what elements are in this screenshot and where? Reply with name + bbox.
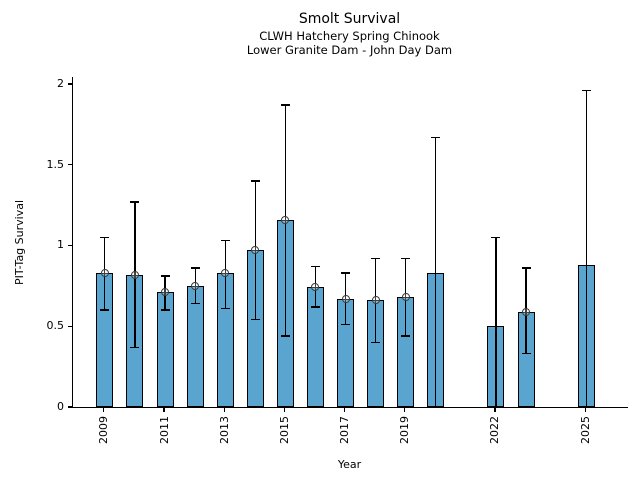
data-point-marker-2010: [130, 270, 139, 279]
error-line-2020: [435, 137, 437, 407]
data-point-marker-2018: [371, 296, 380, 305]
x-tick-mark: [283, 408, 285, 413]
data-point-marker-2017: [341, 294, 350, 303]
error-line-2022: [495, 237, 497, 407]
y-tick-mark: [68, 83, 72, 85]
error-cap-bottom-2015: [280, 335, 290, 337]
x-tick-mark: [163, 408, 165, 413]
plot-area: [72, 77, 628, 408]
y-tick-mark: [68, 164, 72, 166]
error-cap-top-2017: [341, 272, 351, 274]
data-point-marker-2019: [401, 293, 410, 302]
x-tick-label: 2019: [398, 416, 412, 444]
x-tick-mark: [494, 408, 496, 413]
error-cap-top-2014: [250, 180, 260, 182]
x-tick-mark: [343, 408, 346, 413]
error-cap-top-2010: [130, 201, 140, 203]
error-cap-top-2020: [431, 136, 441, 138]
error-cap-bottom-2023: [521, 352, 531, 355]
data-point-marker-2016: [311, 283, 320, 292]
data-point-marker-2009: [100, 268, 109, 277]
data-point-marker-2013: [221, 268, 230, 277]
error-cap-top-2022: [491, 236, 501, 239]
y-tick-mark: [68, 406, 72, 408]
chart-subtitle-line1: CLWH Hatchery Spring Chinook: [259, 29, 440, 43]
error-cap-bottom-2012: [190, 302, 200, 305]
y-tick-label: 2: [57, 76, 64, 90]
x-tick-mark: [404, 408, 406, 413]
error-cap-top-2016: [310, 265, 320, 268]
data-point-marker-2014: [251, 246, 260, 255]
data-point-marker-2012: [191, 281, 200, 290]
y-tick-mark: [68, 244, 72, 247]
error-cap-bottom-2014: [250, 319, 260, 321]
data-point-marker-2011: [161, 288, 170, 297]
x-tick-label: 2013: [217, 416, 231, 444]
error-cap-top-2012: [190, 267, 200, 269]
error-cap-top-2013: [220, 239, 230, 242]
chart-titles: Smolt Survival CLWH Hatchery Spring Chin…: [72, 10, 627, 57]
chart-subtitle-line2: Lower Granite Dam - John Day Dam: [246, 43, 453, 57]
x-tick-mark: [103, 408, 105, 413]
error-cap-bottom-2018: [371, 341, 381, 344]
error-cap-bottom-2016: [310, 306, 320, 308]
y-tick-label: 1: [57, 238, 64, 252]
x-tick-mark: [584, 408, 586, 413]
error-cap-bottom-2010: [130, 346, 140, 348]
error-cap-top-2019: [401, 257, 411, 260]
x-tick-label: 2011: [157, 416, 171, 444]
x-tick-label: 2017: [338, 416, 352, 444]
error-cap-top-2015: [280, 104, 290, 106]
error-cap-top-2018: [371, 257, 381, 260]
y-tick-label: 0.5: [46, 319, 65, 333]
error-cap-top-2011: [160, 275, 170, 277]
error-cap-top-2009: [100, 236, 110, 239]
x-tick-mark: [223, 408, 225, 413]
data-point-marker-2015: [281, 215, 290, 224]
data-point-marker-2023: [522, 307, 531, 316]
error-cap-top-2023: [521, 267, 531, 269]
error-cap-bottom-2017: [341, 323, 351, 326]
x-axis-label: Year: [337, 458, 362, 471]
error-cap-bottom-2019: [401, 335, 411, 337]
x-tick-label: 2022: [488, 416, 502, 444]
y-tick-mark: [68, 325, 72, 327]
error-cap-bottom-2013: [220, 307, 230, 310]
x-tick-label: 2009: [97, 416, 111, 444]
y-tick-label: 0: [57, 400, 64, 413]
error-cap-bottom-2011: [160, 309, 170, 311]
chart-title: Smolt Survival: [298, 11, 401, 27]
x-tick-label: 2015: [277, 416, 291, 444]
error-cap-top-2025: [581, 89, 591, 92]
error-line-2025: [585, 90, 587, 407]
error-cap-bottom-2009: [100, 309, 110, 311]
y-tick-label: 1.5: [46, 157, 65, 171]
x-tick-label: 2025: [578, 416, 592, 444]
